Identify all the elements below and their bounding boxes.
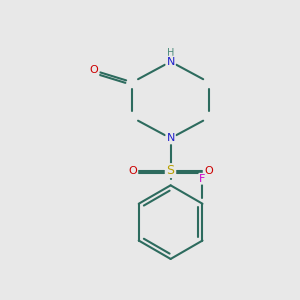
- Text: N: N: [167, 57, 175, 67]
- Text: O: O: [128, 166, 137, 176]
- Text: N: N: [167, 133, 175, 143]
- Text: F: F: [199, 174, 206, 184]
- Text: O: O: [90, 65, 98, 76]
- Text: H: H: [167, 48, 174, 59]
- Text: O: O: [205, 166, 213, 176]
- Text: S: S: [167, 164, 175, 177]
